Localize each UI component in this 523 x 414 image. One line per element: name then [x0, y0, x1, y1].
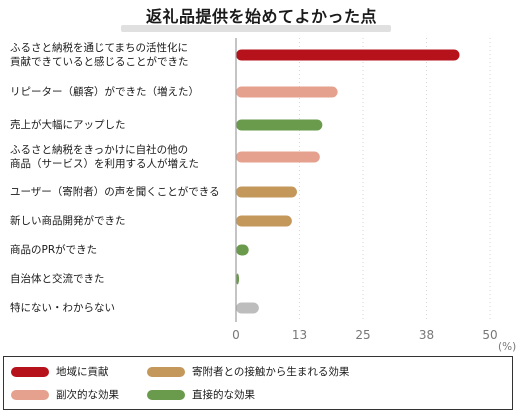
chart-title: 返礼品提供を始めてよかった点 [145, 7, 378, 26]
title-underline [121, 25, 391, 32]
category-label-line: 売上が大幅にアップした [10, 119, 126, 131]
legend-swatch [147, 367, 185, 377]
unit-label: (%) [498, 341, 517, 353]
category-label-line: 新しい商品開発ができた [10, 215, 126, 227]
category-label-line: 貢献できていると感じることができた [10, 56, 189, 68]
bar [236, 244, 249, 256]
category-label-line: 特にない・わからない [10, 302, 115, 314]
bar [236, 186, 297, 198]
category-label-line: ふるさと納税をきっかけに自社の他の [10, 144, 189, 156]
tick-label: 25 [355, 328, 370, 342]
category-label-line: リピーター（顧客）ができた（増えた） [10, 86, 199, 98]
bar [236, 119, 323, 131]
category-label-line: ユーザー（寄附者）の声を聞くことができる [10, 186, 220, 198]
tick-label: 50 [482, 328, 497, 342]
legend-swatch [11, 367, 49, 377]
category-label-line: 商品（サービス）を利用する人が増えた [10, 158, 199, 170]
bar [236, 151, 320, 163]
title-area: 返礼品提供を始めてよかった点 [0, 0, 523, 32]
category-label: ふるさと納税をきっかけに自社の他の 商品（サービス）を利用する人が増えた [10, 143, 232, 171]
legend-swatch [11, 390, 49, 400]
legend-swatch [147, 390, 185, 400]
tick-label: 13 [292, 328, 307, 342]
bar [236, 86, 338, 98]
legend-label: 地域に貢献 [56, 366, 109, 378]
legend-label: 寄附者との接触から生まれる効果 [192, 366, 350, 378]
tick-label: 38 [419, 328, 434, 342]
legend: 地域に貢献 寄附者との接触から生まれる効果 副次的な効果 直接的な効果 [3, 356, 513, 410]
category-label: 商品のPRができた [10, 243, 232, 257]
bar [236, 49, 460, 61]
category-label-line: 自治体と交流できた [10, 273, 105, 285]
legend-label: 直接的な効果 [192, 389, 255, 401]
category-label: 新しい商品開発ができた [10, 214, 232, 228]
category-label: 売上が大幅にアップした [10, 118, 232, 132]
legend-label: 副次的な効果 [56, 389, 119, 401]
bar [236, 215, 292, 227]
category-label: 特にない・わからない [10, 301, 232, 315]
bar-chart: 0 13 25 38 50 [232, 38, 498, 342]
category-label: ふるさと納税を通じてまちの活性化に 貢献できていると感じることができた [10, 41, 232, 69]
category-label-line: 商品のPRができた [10, 244, 98, 256]
category-label: リピーター（顧客）ができた（増えた） [10, 85, 232, 99]
category-label-line: ふるさと納税を通じてまちの活性化に [10, 42, 188, 54]
bar [236, 273, 240, 285]
category-label: 自治体と交流できた [10, 272, 232, 286]
category-label: ユーザー（寄附者）の声を聞くことができる [10, 185, 232, 199]
bar [236, 302, 259, 314]
tick-label: 0 [232, 328, 240, 342]
